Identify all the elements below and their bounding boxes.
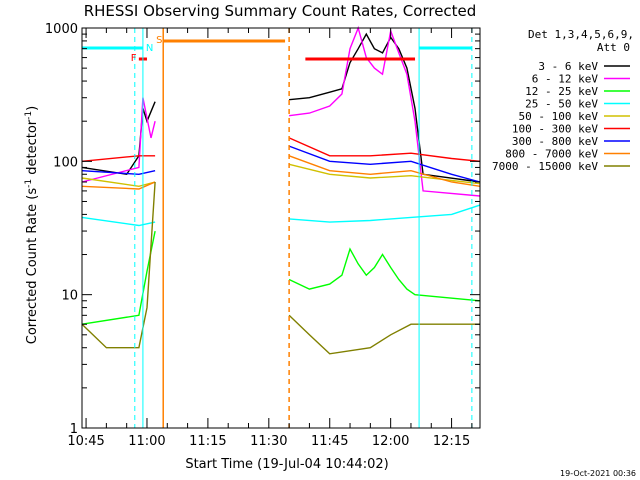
y-tick-label-1: 10 — [61, 289, 78, 304]
legend-label-4: 50 - 100 keV — [519, 110, 599, 123]
legend-label-5: 100 - 300 keV — [512, 123, 598, 136]
flag-label-S: S — [156, 35, 162, 46]
series-line-1 — [81, 25, 481, 197]
legend-header-2: Att 0 — [597, 41, 630, 54]
series-layer — [81, 25, 481, 355]
plot-frame — [81, 27, 481, 429]
legend-label-3: 25 - 50 keV — [525, 98, 598, 111]
axes-layer: 1 10 100 1000 10:45 11:00 11:15 11:30 11:45 12:00… — [45, 22, 481, 449]
series-line-4 — [81, 163, 481, 188]
x-tick-label-1: 11:00 — [128, 434, 165, 449]
series-line-5 — [81, 137, 481, 162]
flag-layer: FNS — [82, 28, 473, 428]
chart-title: RHESSI Observing Summary Count Rates, Co… — [84, 2, 477, 20]
y-axis-label-sup2: -1 — [24, 111, 34, 120]
x-axis-label: Start Time (19-Jul-04 10:44:02) — [185, 457, 388, 472]
y-axis-label-end: ) — [25, 106, 40, 111]
legend-label-8: 7000 - 15000 keV — [492, 160, 598, 173]
flag-label-N: N — [146, 43, 153, 54]
x-tick-label-2: 11:15 — [189, 434, 226, 449]
y-tick-label-2: 100 — [53, 155, 78, 170]
series-line-2 — [81, 230, 481, 325]
y-tick-label-0: 1 — [70, 422, 78, 437]
y-axis-label-mid: detector — [25, 119, 40, 179]
x-tick-label-5: 12:00 — [372, 434, 409, 449]
flag-label-F: F — [131, 53, 137, 64]
x-tick-label-6: 12:15 — [433, 434, 470, 449]
y-axis-label-sup1: -1 — [24, 179, 34, 188]
legend-header-1: Det 1,3,4,5,6,9, — [528, 28, 634, 41]
y-tick-label-3: 1000 — [45, 22, 78, 37]
x-tick-label-3: 11:30 — [250, 434, 287, 449]
series-line-3 — [81, 204, 481, 227]
x-tick-label-0: 10:45 — [67, 434, 104, 449]
legend-label-2: 12 - 25 keV — [525, 85, 598, 98]
y-axis-label: Corrected Count Rate (s-1 detector-1) — [24, 106, 40, 344]
x-tick-label-4: 11:45 — [311, 434, 348, 449]
legend-label-6: 300 - 800 keV — [512, 135, 598, 148]
y-axis-label-main: Corrected Count Rate (s — [25, 188, 40, 345]
series-line-7 — [81, 155, 481, 190]
series-line-6 — [81, 145, 481, 183]
legend-label-0: 3 - 6 keV — [538, 60, 598, 73]
timestamp: 19-Oct-2021 00:36 — [560, 469, 636, 478]
series-line-8 — [81, 181, 480, 355]
legend-label-7: 800 - 7000 keV — [505, 148, 598, 161]
legend-label-1: 6 - 12 keV — [532, 73, 599, 86]
